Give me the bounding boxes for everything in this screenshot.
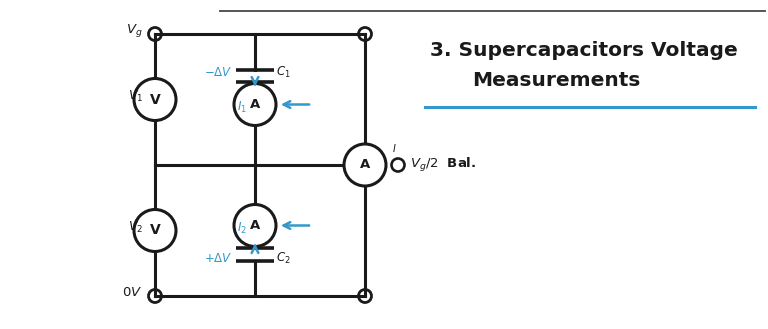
Text: $V_2$: $V_2$	[127, 220, 143, 235]
Text: A: A	[250, 219, 260, 232]
Text: $+\Delta V$: $+\Delta V$	[204, 251, 233, 265]
Text: $V_g/2$  Bal.: $V_g/2$ Bal.	[411, 156, 477, 174]
Circle shape	[234, 84, 276, 125]
Text: $0V$: $0V$	[122, 287, 143, 299]
Text: V: V	[150, 92, 161, 107]
Text: Measurements: Measurements	[472, 71, 641, 90]
Circle shape	[134, 79, 176, 120]
Text: $I_2$: $I_2$	[237, 221, 247, 236]
Text: $V_g$: $V_g$	[126, 22, 143, 39]
Circle shape	[134, 210, 176, 251]
Circle shape	[344, 144, 386, 186]
Text: $-\Delta V$: $-\Delta V$	[204, 65, 233, 79]
Text: $\mathit{I}$: $\mathit{I}$	[392, 141, 396, 154]
Text: $C_1$: $C_1$	[276, 64, 291, 80]
Text: $I_1$: $I_1$	[237, 100, 247, 115]
Text: V: V	[150, 223, 161, 238]
Text: A: A	[360, 159, 370, 171]
Text: A: A	[250, 98, 260, 111]
Text: 3. Supercapacitors Voltage: 3. Supercapacitors Voltage	[430, 41, 738, 61]
Text: $V_1$: $V_1$	[127, 89, 143, 104]
Circle shape	[234, 205, 276, 246]
Text: $C_2$: $C_2$	[276, 250, 290, 266]
